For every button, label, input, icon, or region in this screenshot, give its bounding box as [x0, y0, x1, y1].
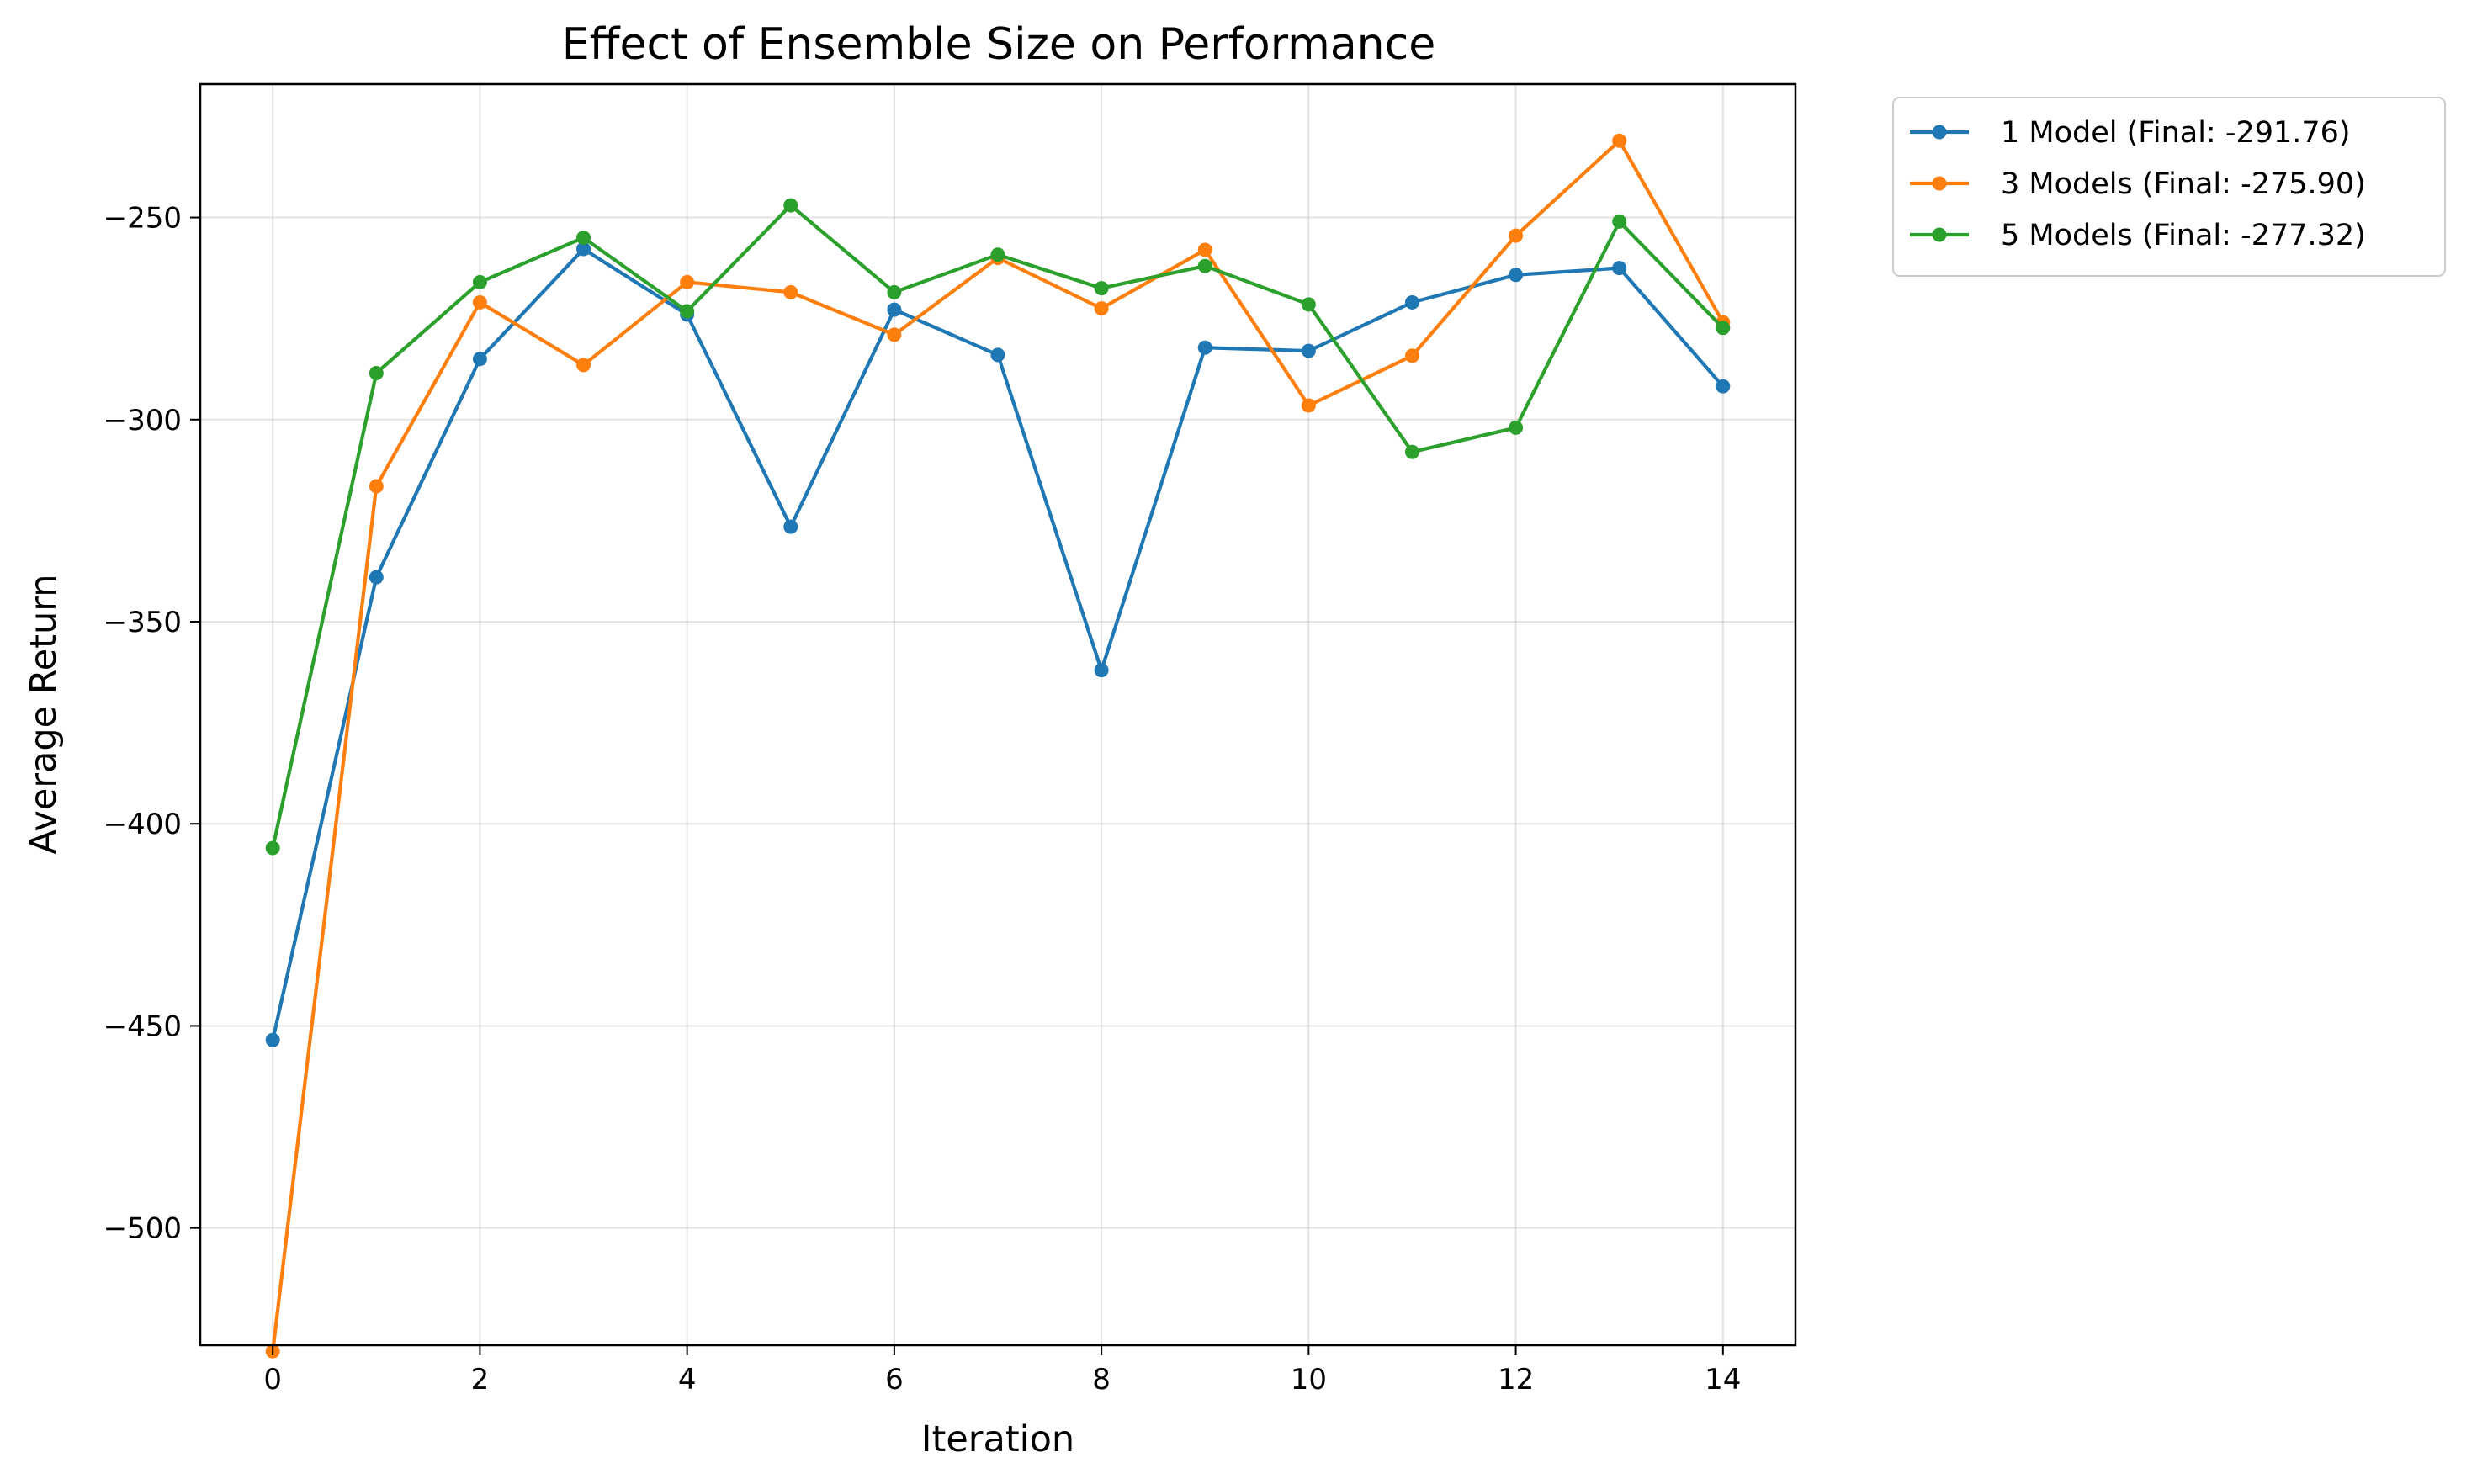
x-tick-label: 0	[263, 1363, 282, 1397]
data-point	[369, 570, 384, 585]
data-point	[472, 352, 487, 367]
data-point	[369, 479, 384, 494]
x-tick-label: 14	[1705, 1363, 1741, 1397]
data-point	[990, 247, 1005, 262]
y-tick-label: −350	[103, 606, 182, 639]
data-point	[1612, 133, 1627, 148]
y-tick-label: −300	[103, 404, 182, 437]
data-point	[1197, 242, 1212, 257]
legend-swatch-marker	[1932, 125, 1947, 140]
y-tick-label: −450	[103, 1010, 182, 1043]
data-point	[887, 284, 902, 299]
grid	[200, 84, 1795, 1345]
legend-label: 1 Model (Final: -291.76)	[2001, 116, 2351, 150]
series-1	[265, 241, 1731, 1047]
x-tick-label: 10	[1291, 1363, 1327, 1397]
data-point	[1612, 214, 1627, 229]
series-line	[271, 204, 1725, 849]
series-line	[271, 139, 1725, 1352]
data-point	[1404, 444, 1419, 459]
series-2	[265, 133, 1731, 1359]
y-axis-label: Average Return	[23, 575, 65, 855]
data-point	[265, 840, 280, 856]
y-tick-label: −400	[103, 808, 182, 841]
x-axis-label: Iteration	[921, 1418, 1074, 1460]
chart-title: Effect of Ensemble Size on Performance	[562, 19, 1435, 70]
data-point	[1301, 398, 1316, 413]
plot-area	[265, 133, 1731, 1359]
series-line	[271, 246, 1725, 1041]
x-tick-label: 2	[471, 1363, 490, 1397]
data-point	[1509, 420, 1524, 435]
legend-swatch-marker	[1932, 176, 1947, 191]
data-point	[1094, 281, 1109, 296]
plot-frame	[199, 82, 1797, 1347]
legend-label: 3 Models (Final: -275.90)	[2001, 167, 2366, 201]
x-tick-label: 6	[885, 1363, 904, 1397]
data-point	[1612, 261, 1627, 276]
data-point	[783, 198, 798, 213]
data-point	[990, 347, 1005, 363]
data-point	[1197, 340, 1212, 355]
data-point	[887, 302, 902, 317]
data-point	[1094, 663, 1109, 678]
data-point	[680, 304, 695, 319]
data-point	[887, 327, 902, 342]
data-point	[369, 366, 384, 381]
x-tick-label: 4	[678, 1363, 697, 1397]
data-point	[472, 294, 487, 310]
data-point	[1301, 297, 1316, 312]
data-point	[472, 274, 487, 289]
axes-ticks: 0 2 4 6 8 10 12 14 −250 −300 −350 −400 −450 −500	[103, 202, 1742, 1397]
legend: 1 Model (Final: -291.76) 3 Models (Final:…	[1892, 97, 2446, 277]
data-point	[1716, 321, 1731, 336]
y-tick-label: −250	[103, 202, 182, 236]
data-point	[265, 1032, 280, 1047]
data-point	[1404, 348, 1419, 363]
data-point	[1716, 379, 1731, 394]
data-point	[783, 519, 798, 534]
data-point	[1094, 301, 1109, 316]
data-point	[783, 284, 798, 299]
data-point	[1301, 343, 1316, 358]
x-tick-label: 8	[1092, 1363, 1111, 1397]
data-point	[576, 358, 591, 373]
data-point	[1509, 268, 1524, 283]
legend-swatch-marker	[1932, 227, 1947, 242]
x-tick-label: 12	[1498, 1363, 1534, 1397]
data-point	[680, 274, 695, 289]
data-point	[1404, 294, 1419, 310]
data-point	[576, 231, 591, 246]
y-tick-label: −500	[103, 1212, 182, 1246]
legend-label: 5 Models (Final: -277.32)	[2001, 219, 2366, 252]
data-point	[1509, 228, 1524, 243]
data-point	[1197, 258, 1212, 273]
legend-frame	[1892, 97, 2446, 277]
series-3	[265, 198, 1731, 856]
data-point	[576, 241, 591, 257]
